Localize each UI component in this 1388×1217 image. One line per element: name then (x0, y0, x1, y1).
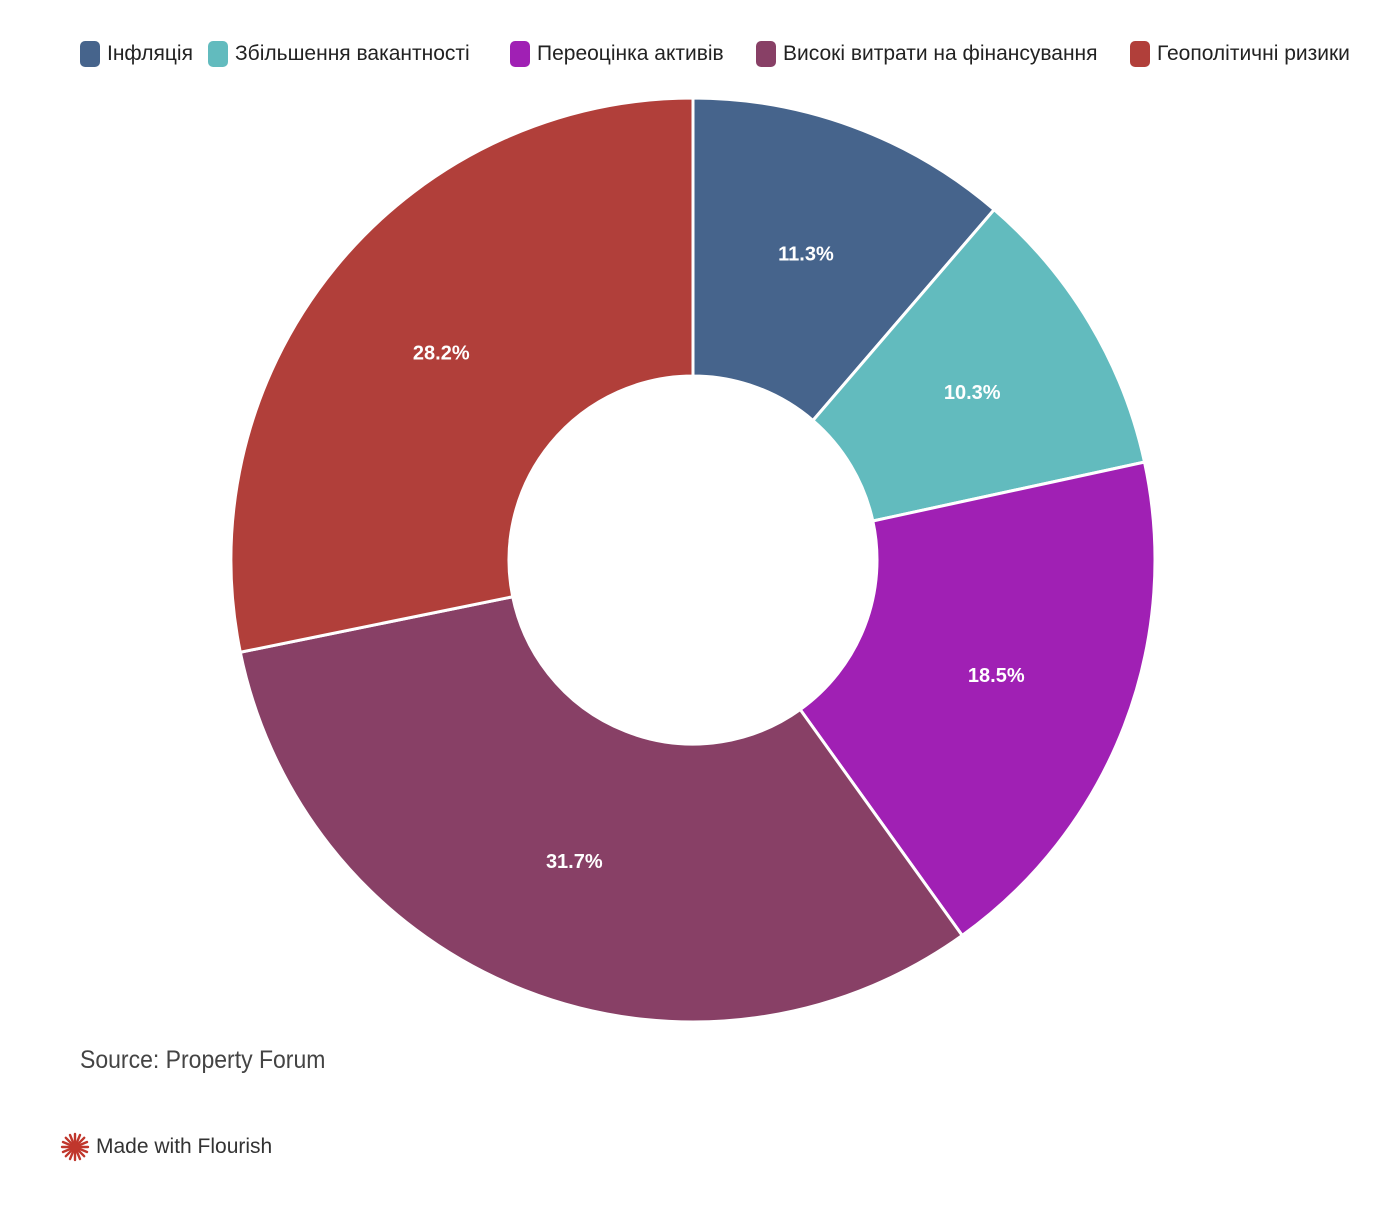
legend-label: Інфляція (107, 42, 193, 65)
donut-slices (229, 96, 1157, 1024)
legend-item-asset-revaluation[interactable]: Переоцінка активів (510, 38, 724, 70)
chart-legend: Інфляція Збільшення вакантності Переоцін… (80, 38, 1380, 78)
source-note: Source: Property Forum (80, 1046, 326, 1074)
legend-label: Геополітичні ризики (1157, 42, 1350, 65)
made-with-label: Made with Flourish (96, 1135, 273, 1158)
donut-slice-geopolitical-risks[interactable] (229, 96, 695, 655)
donut-slice-asset-revaluation[interactable] (798, 460, 1157, 938)
legend-swatch (80, 41, 100, 67)
made-with-flourish-link[interactable]: Made with Flourish (60, 1132, 272, 1162)
legend-swatch (1130, 41, 1150, 67)
slice-value-label-asset-revaluation: 18.5% (968, 665, 1025, 687)
legend-item-geopolitical-risks[interactable]: Геополітичні ризики (1130, 38, 1350, 70)
legend-swatch (756, 41, 776, 67)
slice-value-label-geopolitical-risks: 28.2% (413, 343, 470, 365)
slice-value-label-financing-costs: 31.7% (546, 851, 603, 873)
legend-swatch (510, 41, 530, 67)
legend-label: Високі витрати на фінансування (783, 42, 1098, 65)
donut-slice-inflation[interactable] (691, 96, 997, 423)
slice-value-label-inflation: 11.3% (778, 244, 834, 266)
legend-item-vacancy[interactable]: Збільшення вакантності (208, 38, 470, 70)
legend-item-financing-costs[interactable]: Високі витрати на фінансування (756, 38, 1098, 70)
legend-label: Переоцінка активів (537, 42, 724, 65)
donut-slice-vacancy[interactable] (810, 207, 1147, 523)
flourish-burst-icon (60, 1132, 90, 1162)
donut-slice-financing-costs[interactable] (238, 594, 965, 1024)
legend-item-inflation[interactable]: Інфляція (80, 38, 193, 70)
donut-value-labels: 11.3% 10.3% 18.5% 31.7% 28.2% (413, 244, 1025, 873)
legend-swatch (208, 41, 228, 67)
donut-chart: 11.3% 10.3% 18.5% 31.7% 28.2% (229, 96, 1157, 1024)
slice-value-label-vacancy: 10.3% (944, 382, 1001, 404)
legend-label: Збільшення вакантності (235, 42, 470, 65)
